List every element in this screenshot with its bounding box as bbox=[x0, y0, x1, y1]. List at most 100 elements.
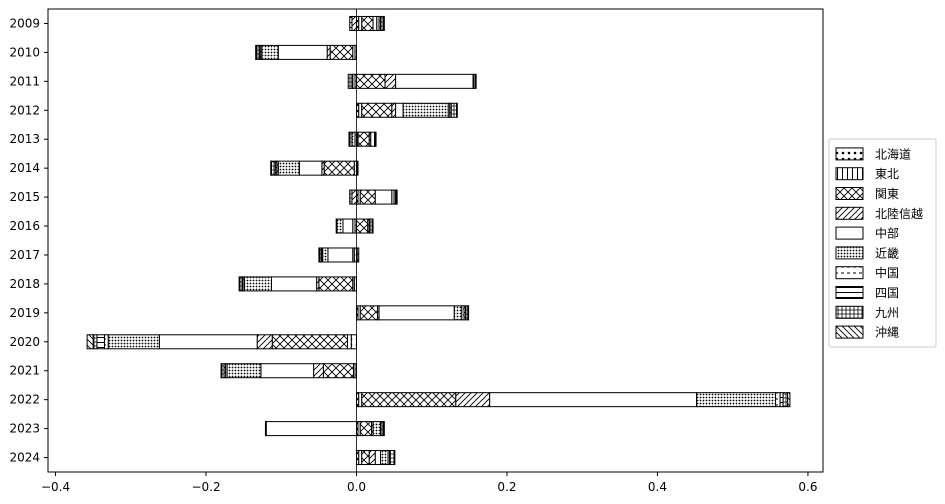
bar-2012-series-2 bbox=[361, 102, 393, 118]
bar-2011-series-3 bbox=[384, 73, 397, 89]
plot-area bbox=[86, 9, 791, 472]
x-tick-label: −0.4 bbox=[41, 480, 70, 494]
y-tick-label: 2018 bbox=[9, 277, 40, 291]
bar-2009-series-3 bbox=[351, 15, 357, 31]
bar-2021-series-2 bbox=[322, 363, 354, 379]
legend-swatch bbox=[835, 286, 864, 299]
bar-2010-series-9 bbox=[255, 44, 257, 60]
bar-2013-series-2 bbox=[357, 131, 370, 147]
y-tick-label: 2016 bbox=[9, 219, 40, 233]
legend-swatch bbox=[835, 305, 864, 319]
axes: 2009 2010 2011 2012 2013 2014 2015 2016 2017 2018… bbox=[9, 8, 824, 494]
bar-2013-series-7 bbox=[374, 131, 377, 147]
y-tick-label: 2012 bbox=[9, 103, 40, 117]
bar-2011-series-2 bbox=[355, 73, 386, 89]
bar-2020-series-3 bbox=[256, 334, 273, 350]
y-tick-label: 2023 bbox=[9, 422, 40, 436]
y-tick-label: 2019 bbox=[9, 306, 40, 320]
bar-2020-series-4 bbox=[158, 334, 258, 350]
legend-swatch bbox=[835, 206, 864, 220]
bar-2020-series-6 bbox=[103, 334, 109, 350]
bar-2022-series-2 bbox=[361, 392, 457, 408]
bar-2016-series-5 bbox=[336, 218, 344, 234]
x-tick-label: −0.2 bbox=[191, 480, 220, 494]
bar-2012-series-8 bbox=[450, 102, 458, 118]
y-tick-label: 2014 bbox=[9, 161, 40, 175]
plot-frame bbox=[47, 8, 824, 473]
bar-2016-series-7 bbox=[335, 218, 338, 234]
y-tick-label: 2009 bbox=[9, 16, 40, 30]
bar-2011-series-4 bbox=[395, 73, 474, 89]
legend-swatch bbox=[835, 226, 864, 240]
bar-2019-series-2 bbox=[359, 305, 379, 321]
bar-2015-series-3 bbox=[351, 189, 357, 205]
bar-2022-series-6 bbox=[775, 392, 781, 408]
legend-label: 近畿 bbox=[875, 246, 899, 260]
bar-2018-series-5 bbox=[243, 276, 272, 292]
bar-2010-series-4 bbox=[277, 44, 328, 60]
y-tick-label: 2017 bbox=[9, 248, 40, 262]
legend-label: 九州 bbox=[875, 306, 899, 320]
y-tick-label: 2011 bbox=[9, 74, 40, 88]
legend-label: 中国 bbox=[875, 265, 899, 280]
bar-2024-series-4 bbox=[374, 450, 382, 466]
bar-2015-series-8 bbox=[349, 189, 353, 205]
bar-2012-series-9 bbox=[456, 102, 458, 118]
bar-2010-series-5 bbox=[261, 44, 279, 60]
legend-label: 四国 bbox=[875, 286, 899, 300]
bar-2020-series-8 bbox=[92, 334, 98, 350]
bar-2021-series-9 bbox=[220, 363, 223, 379]
legend-label: 関東 bbox=[875, 187, 899, 201]
legend-label: 沖縄 bbox=[875, 325, 899, 340]
bar-2023-series-4 bbox=[265, 421, 357, 437]
bar-2015-series-4 bbox=[374, 189, 393, 205]
bar-2014-series-4 bbox=[298, 160, 323, 176]
bar-2020-series-7 bbox=[96, 334, 105, 350]
bar-2020-series-0 bbox=[350, 334, 357, 350]
bar-2012-series-3 bbox=[391, 102, 397, 118]
bar-2024-series-8 bbox=[389, 450, 395, 466]
bar-2009-series-7 bbox=[349, 15, 353, 31]
bar-2020-series-1 bbox=[346, 334, 352, 350]
bar-2011-series-8 bbox=[347, 73, 353, 89]
bar-2014-series-8 bbox=[270, 160, 276, 176]
bar-2022-series-5 bbox=[696, 392, 777, 408]
bar-2010-series-2 bbox=[329, 44, 354, 60]
bar-2013-series-9 bbox=[348, 131, 351, 147]
x-tick-label: 0.0 bbox=[347, 480, 366, 494]
bar-2024-series-5 bbox=[380, 450, 389, 466]
bar-2021-series-4 bbox=[260, 363, 315, 379]
bar-2024-series-9 bbox=[393, 450, 396, 466]
bar-2022-series-3 bbox=[455, 392, 491, 408]
bar-2016-series-9 bbox=[371, 218, 374, 234]
bar-2020-series-2 bbox=[271, 334, 348, 350]
bar-2014-series-5 bbox=[277, 160, 300, 176]
y-tick-label: 2020 bbox=[9, 335, 40, 349]
bar-2024-series-2 bbox=[361, 450, 370, 466]
bar-2022-series-9 bbox=[787, 392, 791, 408]
bar-2017-series-4 bbox=[327, 247, 354, 263]
bar-2009-series-4 bbox=[372, 15, 378, 31]
bar-2019-series-9 bbox=[467, 305, 470, 321]
y-tick-label: 2024 bbox=[9, 451, 40, 465]
bar-2017-series-9 bbox=[318, 247, 321, 263]
legend-swatch bbox=[835, 167, 864, 181]
bar-2019-series-5 bbox=[453, 305, 463, 321]
legend-label: 北海道 bbox=[875, 146, 911, 161]
bar-2023-series-7 bbox=[264, 421, 267, 437]
bar-2020-series-5 bbox=[107, 334, 160, 350]
y-tick-label: 2010 bbox=[9, 45, 40, 59]
bar-2018-series-9 bbox=[238, 276, 241, 292]
bar-2019-series-4 bbox=[378, 305, 455, 321]
bar-2023-series-2 bbox=[359, 421, 373, 437]
legend-swatch bbox=[835, 246, 864, 260]
x-tick-label: 0.6 bbox=[798, 480, 817, 494]
y-tick-label: 2022 bbox=[9, 393, 40, 407]
bar-2012-series-5 bbox=[402, 102, 449, 118]
bar-2022-series-8 bbox=[782, 392, 789, 408]
y-tick-label: 2013 bbox=[9, 132, 40, 146]
legend-swatch bbox=[835, 266, 864, 280]
bar-2017-series-3 bbox=[356, 247, 360, 263]
bar-2021-series-5 bbox=[226, 363, 262, 379]
